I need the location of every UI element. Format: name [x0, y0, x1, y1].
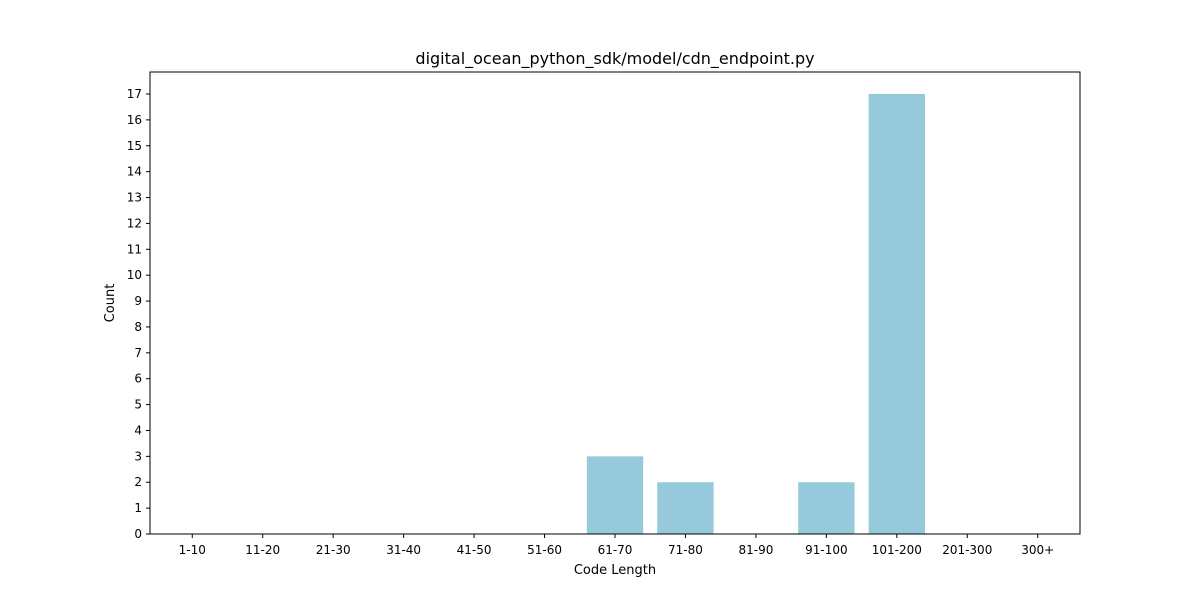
bar-101-200: [868, 94, 925, 534]
y-tick-label: 11: [127, 242, 142, 256]
x-tick-label: 51-60: [527, 543, 562, 557]
y-tick-label: 16: [127, 113, 142, 127]
y-tick-label: 10: [127, 268, 142, 282]
y-tick-label: 12: [127, 216, 142, 230]
x-tick-label: 81-90: [738, 543, 773, 557]
x-tick-label: 41-50: [457, 543, 492, 557]
x-tick-label: 101-200: [872, 543, 922, 557]
plot-frame: [149, 71, 1081, 535]
x-tick-label: 1-10: [179, 543, 206, 557]
x-tick-label: 21-30: [316, 543, 351, 557]
y-tick-label: 15: [127, 139, 142, 153]
y-tick-label: 6: [134, 372, 142, 386]
bar-61-70: [586, 456, 644, 534]
y-tick-label: 0: [134, 527, 142, 541]
bar-71-80: [657, 482, 714, 534]
y-tick-label: 9: [134, 294, 142, 308]
y-tick-label: 2: [134, 475, 142, 489]
y-tick-label: 8: [134, 320, 142, 334]
x-tick-label: 11-20: [245, 543, 280, 557]
x-axis-ticks: 1-10 11-20 21-30 31-40 41-50 51-60 61-70 71-80 8…: [179, 534, 1054, 557]
x-tick-label: 201-300: [942, 543, 992, 557]
x-tick-label: 91-100: [805, 543, 848, 557]
y-tick-label: 13: [127, 191, 142, 205]
y-tick-label: 14: [127, 165, 142, 179]
y-tick-label: 3: [134, 449, 142, 463]
y-tick-label: 1: [134, 501, 142, 515]
y-axis-label: Count: [103, 284, 118, 323]
y-tick-label: 17: [127, 87, 142, 101]
x-tick-label: 61-70: [598, 543, 633, 557]
bars-layer: [586, 94, 925, 534]
y-tick-label: 4: [134, 423, 142, 437]
y-tick-label: 5: [134, 398, 142, 412]
bar-91-100: [798, 482, 855, 534]
x-tick-label: 31-40: [386, 543, 421, 557]
chart-title: digital_ocean_python_sdk/model/cdn_endpo…: [415, 49, 814, 69]
x-axis-label: Code Length: [574, 563, 656, 578]
y-tick-label: 7: [134, 346, 142, 360]
x-tick-label: 71-80: [668, 543, 703, 557]
x-tick-label: 300+: [1021, 543, 1054, 557]
